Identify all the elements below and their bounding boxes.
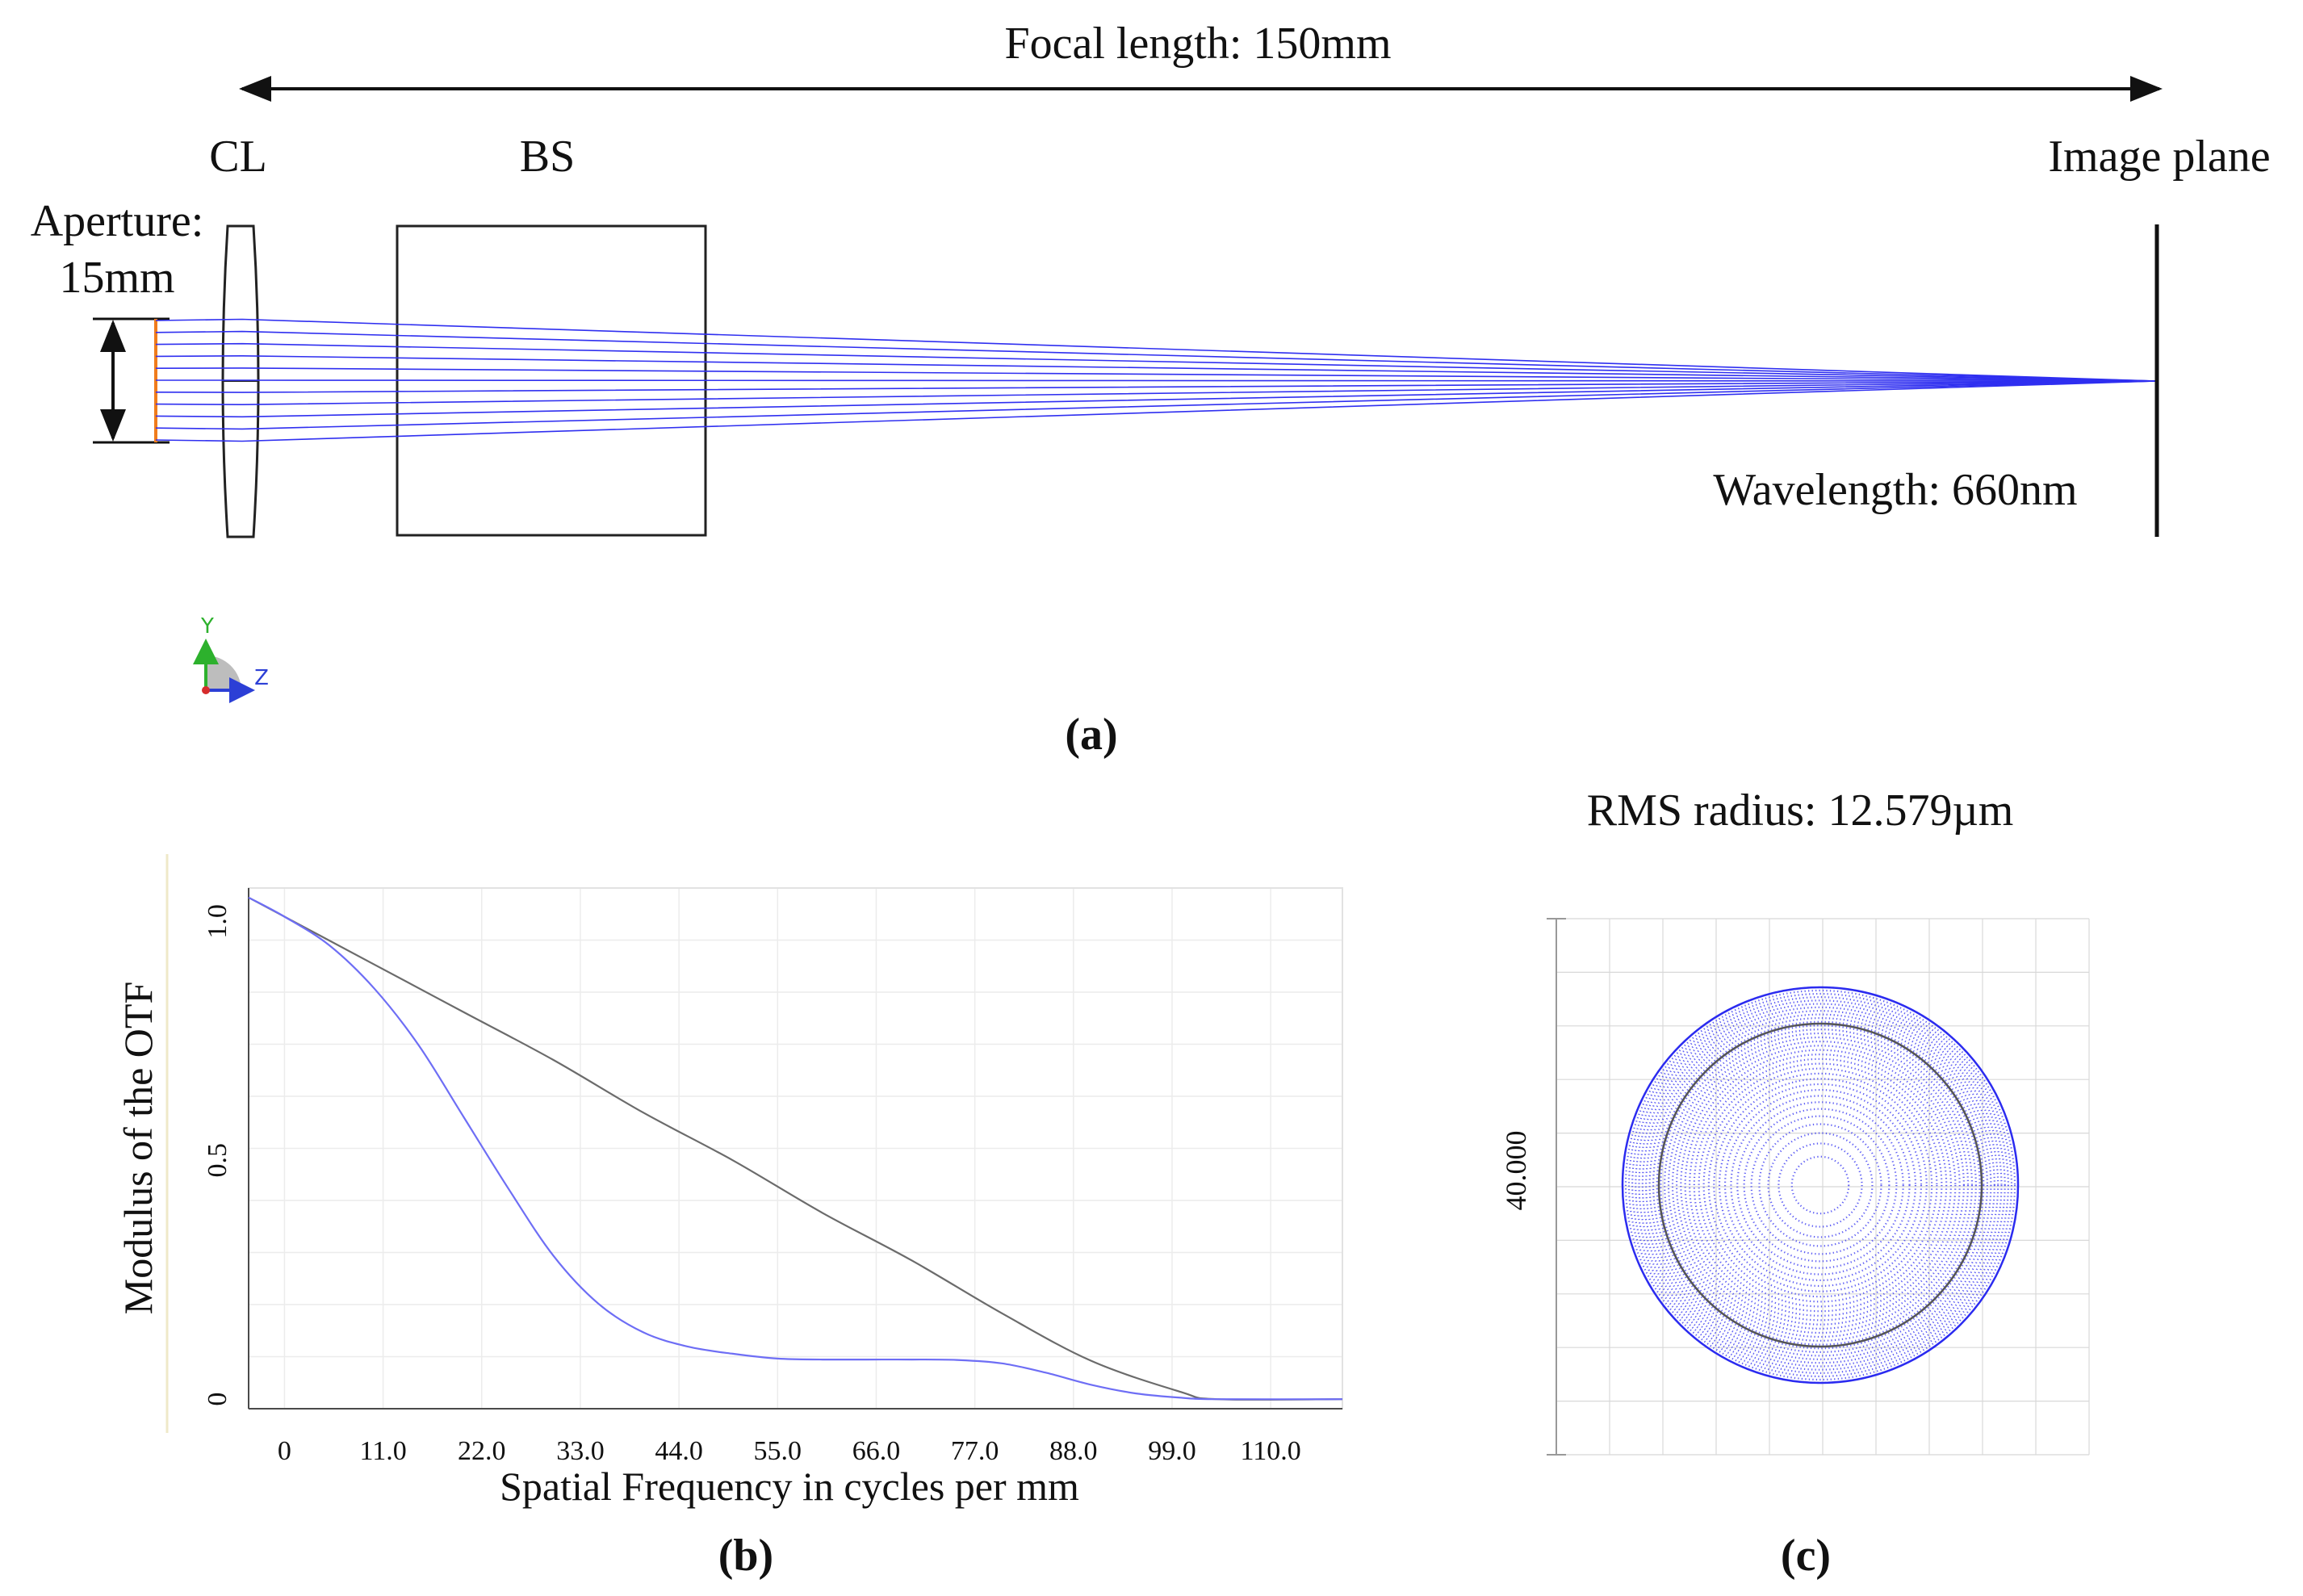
spot-ring — [1713, 1078, 1928, 1292]
spot-ring — [1790, 1155, 1850, 1215]
bs-label: BS — [520, 132, 576, 182]
cylindrical-lens — [221, 224, 260, 538]
rms-radius-title: RMS radius: 12.579µm — [1587, 785, 2014, 836]
ray — [155, 380, 2158, 406]
spot-ring — [1680, 1045, 1961, 1326]
ray — [155, 380, 2158, 430]
spot-ring — [1660, 1024, 1981, 1346]
ray — [155, 318, 2158, 382]
spot-ring — [1641, 1006, 1999, 1364]
spot-ring — [1689, 1054, 1952, 1317]
mtf-series — [248, 896, 1343, 1401]
image-plane-label: Image plane — [2048, 132, 2270, 182]
axis-origin — [202, 686, 210, 694]
spot-ring — [1667, 1032, 1974, 1338]
panel-c-spot-diagram: RMS radius: 12.579µm 40.000 (c) — [1500, 785, 2090, 1581]
spot-ring — [1631, 996, 2009, 1374]
spot-edge — [1621, 986, 2020, 1384]
spot-ring — [1684, 1049, 1957, 1322]
ray — [155, 380, 2158, 442]
ray — [156, 379, 2158, 382]
spot-ring — [1750, 1115, 1891, 1255]
spot-ring — [1736, 1101, 1904, 1269]
series-line — [248, 896, 1343, 1401]
spot-ring — [1645, 1010, 1995, 1360]
spot-ring — [1730, 1095, 1911, 1276]
spot-ring — [1758, 1123, 1882, 1247]
panel-b-mtf-chart: 0 11.0 22.0 33.0 44.0 55.0 66.0 77.0 88.0 99.0 110… — [115, 854, 1343, 1581]
x-tick-label: 0 — [278, 1436, 291, 1466]
caption-a: (a) — [1065, 710, 1117, 760]
x-tick-label: 77.0 — [951, 1436, 999, 1466]
spot-ring — [1638, 1003, 2003, 1368]
ray — [155, 367, 2158, 382]
spot-ring — [1698, 1062, 1943, 1308]
x-tick-label: 44.0 — [655, 1436, 703, 1466]
ray — [155, 380, 2158, 393]
spot-ring — [1723, 1088, 1917, 1282]
y-tick-label: 1.0 — [203, 904, 232, 939]
focal-length-label: Focal length: 150mm — [1004, 19, 1391, 69]
x-tick-label: 11.0 — [359, 1436, 406, 1466]
coordinate-axes: Y Z — [193, 614, 269, 703]
mtf-grid — [249, 887, 1342, 1410]
spot-ring — [1777, 1142, 1863, 1228]
mtf-tick-labels: 0 11.0 22.0 33.0 44.0 55.0 66.0 77.0 88.0 99.0 110… — [203, 904, 1301, 1466]
y-tick-label: 0.5 — [203, 1143, 232, 1178]
spot-ring — [1767, 1132, 1874, 1238]
axis-z-label: Z — [254, 666, 269, 690]
cl-label: CL — [209, 132, 267, 182]
x-tick-label: 99.0 — [1148, 1436, 1196, 1466]
x-tick-label: 33.0 — [556, 1436, 605, 1466]
axis-y-label: Y — [200, 614, 214, 639]
caption-b: (b) — [718, 1531, 773, 1581]
spot-ring — [1627, 992, 2013, 1378]
spot-ring — [1671, 1036, 1970, 1334]
aperture-label-line2: 15mm — [59, 253, 174, 303]
x-tick-label: 110.0 — [1241, 1436, 1301, 1466]
spot-ring — [1707, 1072, 1933, 1298]
x-tick-label: 88.0 — [1049, 1436, 1098, 1466]
spot-ring — [1693, 1058, 1948, 1313]
x-tick-label: 55.0 — [754, 1436, 802, 1466]
spot-ring — [1621, 986, 2020, 1384]
spot-ring — [1652, 1017, 1988, 1353]
spot-ring — [1664, 1028, 1977, 1342]
spot-ring — [1718, 1083, 1923, 1288]
spot-ring — [1635, 999, 2006, 1371]
ray — [155, 342, 2158, 382]
axis-triad-shading — [206, 656, 241, 690]
ray-bundle — [155, 318, 2158, 442]
airy-disk-circle — [1657, 1022, 1983, 1348]
spot-ring — [1656, 1020, 1985, 1350]
ray — [155, 354, 2158, 382]
spot-ring — [1648, 1013, 1992, 1357]
mtf-y-axis-title: Modulus of the OTF — [115, 982, 161, 1315]
panel-a-layout: Focal length: 150mm CL BS Image plane Ap… — [31, 19, 2271, 760]
wavelength-label: Wavelength: 660nm — [1713, 465, 2077, 515]
aperture-label-line1: Aperture: — [31, 196, 204, 246]
y-tick-label: 0 — [203, 1393, 232, 1406]
spot-scale-label: 40.000 — [1500, 1131, 1532, 1211]
ray — [155, 330, 2158, 382]
mtf-x-axis-title: Spatial Frequency in cycles per mm — [500, 1464, 1079, 1509]
ray — [155, 380, 2158, 418]
x-tick-label: 66.0 — [852, 1436, 901, 1466]
x-tick-label: 22.0 — [458, 1436, 506, 1466]
series-line — [248, 896, 1343, 1401]
spot-points — [1621, 986, 2020, 1384]
spot-ring — [1702, 1067, 1938, 1303]
spot-ring — [1743, 1108, 1898, 1263]
caption-c: (c) — [1781, 1531, 1831, 1581]
spot-ring — [1624, 989, 2016, 1381]
spot-ring — [1676, 1040, 1966, 1330]
